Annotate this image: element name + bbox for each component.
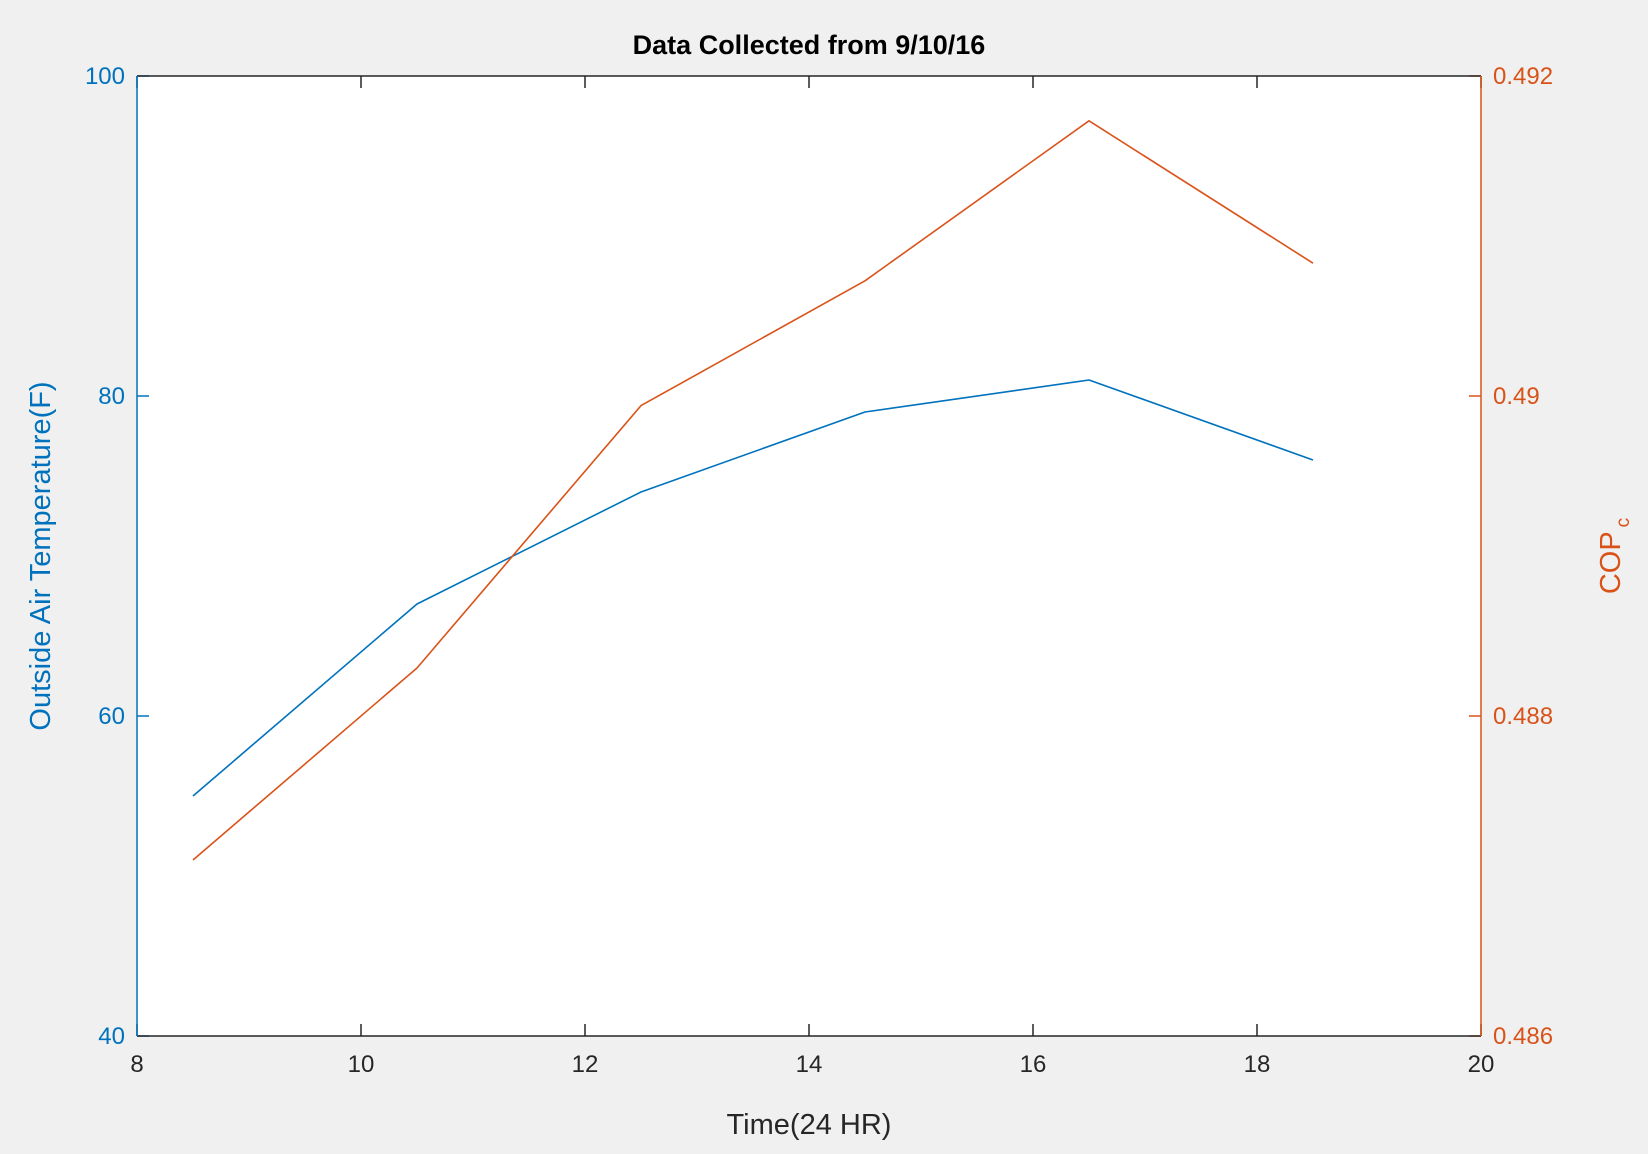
series-lines — [192, 120, 1314, 861]
x-tick-label: 8 — [130, 1051, 143, 1078]
left-y-tick-label: 80 — [98, 383, 125, 410]
x-tick-label: 16 — [1020, 1051, 1047, 1078]
right-y-axis-label-subscript: c — [1613, 518, 1634, 528]
x-tick-label: 10 — [348, 1051, 375, 1078]
x-axis-ticks: 8 10 12 14 16 18 20 — [130, 76, 1494, 1078]
x-tick-label: 18 — [1244, 1051, 1271, 1078]
left-y-tick-label: 60 — [98, 703, 125, 730]
right-y-tick-label: 0.486 — [1493, 1023, 1553, 1050]
temperature-series-line — [192, 379, 1314, 797]
x-tick-label: 12 — [572, 1051, 599, 1078]
axes-frame — [136, 75, 1482, 1037]
right-y-axis-ticks: 0.486 0.488 0.49 0.492 — [1469, 63, 1553, 1050]
chart-title: Data Collected from 9/10/16 — [633, 30, 986, 60]
left-y-axis-ticks: 40 60 80 100 — [85, 63, 149, 1050]
x-tick-label: 14 — [796, 1051, 823, 1078]
right-y-axis-label-main: COP — [1595, 531, 1627, 594]
right-y-axis-label: COP c — [1595, 518, 1634, 594]
x-tick-label: 20 — [1468, 1051, 1495, 1078]
x-axis-label: Time(24 HR) — [727, 1109, 892, 1141]
plot-area — [137, 76, 1481, 1036]
left-y-axis-label: Outside Air Temperature(F) — [25, 381, 57, 730]
right-y-tick-label: 0.488 — [1493, 703, 1553, 730]
right-y-tick-label: 0.49 — [1493, 383, 1540, 410]
left-y-tick-label: 40 — [98, 1023, 125, 1050]
cop-series-line — [192, 120, 1314, 861]
left-y-tick-label: 100 — [85, 63, 125, 90]
right-y-tick-label: 0.492 — [1493, 63, 1553, 90]
